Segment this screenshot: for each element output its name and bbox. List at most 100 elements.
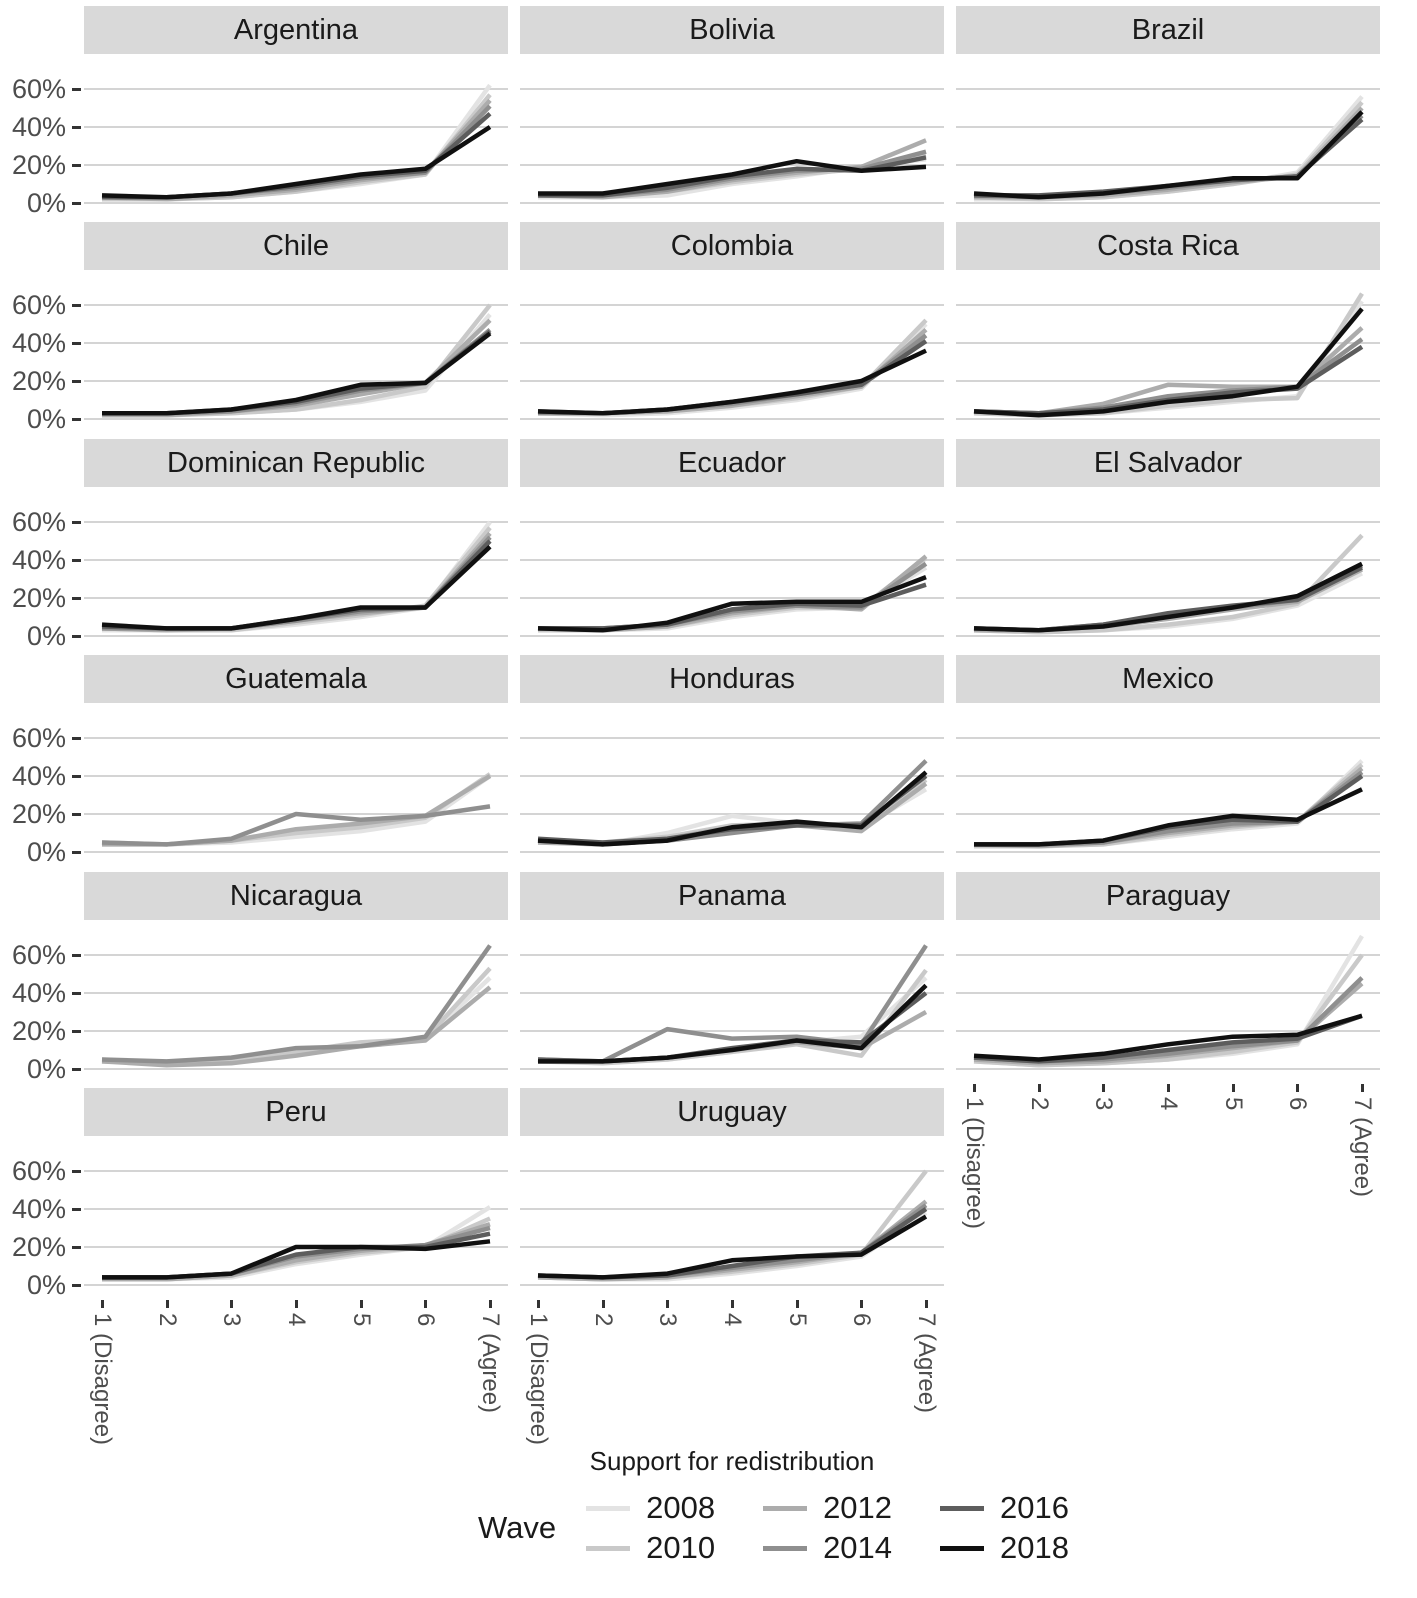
facet-peru: Peru bbox=[84, 1088, 508, 1297]
wave-line-2014 bbox=[101, 804, 491, 847]
y-tick-mark bbox=[72, 1284, 81, 1287]
facet-title: Panama bbox=[520, 872, 944, 920]
facet-title: Peru bbox=[84, 1088, 508, 1136]
y-tick-label: 40% bbox=[11, 545, 66, 575]
legend-item-2018: 2018 bbox=[940, 1528, 1069, 1568]
y-tick-label: 20% bbox=[11, 799, 66, 829]
x-tick-mark bbox=[165, 1300, 169, 1308]
facet-nicaragua: Nicaragua bbox=[84, 872, 508, 1081]
facet-title: Bolivia bbox=[520, 6, 944, 54]
x-tick-mark bbox=[359, 1300, 363, 1308]
facet-ecuador: Ecuador bbox=[520, 439, 944, 648]
facet-panel bbox=[956, 703, 1380, 864]
facet-dominican-republic: Dominican Republic bbox=[84, 439, 508, 648]
y-tick-label: 40% bbox=[11, 328, 66, 358]
legend-swatch-2008 bbox=[586, 1505, 631, 1511]
legend-label: 2010 bbox=[646, 1530, 716, 1565]
wave-line-2018 bbox=[537, 770, 928, 847]
x-tick-label: 7 (Agree) bbox=[477, 1313, 504, 1414]
y-tick-label: 0% bbox=[26, 837, 66, 867]
legend-label: 2016 bbox=[1000, 1490, 1069, 1525]
legend: Wave 2008 2010 2012 2014 2016 2018 bbox=[0, 1488, 1417, 1568]
y-tick-label: 60% bbox=[11, 940, 66, 970]
facet-title: Nicaragua bbox=[84, 872, 508, 920]
y-tick-mark bbox=[72, 1068, 81, 1071]
y-tick-label: 0% bbox=[26, 621, 66, 651]
facet-bolivia: Bolivia bbox=[520, 6, 944, 215]
x-tick-mark bbox=[666, 1300, 670, 1308]
wave-line-2010 bbox=[538, 318, 928, 416]
y-tick-mark bbox=[72, 597, 81, 600]
x-tick-label: 6 bbox=[1284, 1097, 1312, 1111]
wave-line-2012 bbox=[974, 567, 1364, 633]
y-tick-mark bbox=[72, 635, 81, 638]
y-tick-label: 60% bbox=[11, 507, 66, 537]
wave-line-2016 bbox=[102, 1231, 491, 1280]
legend-label: 2008 bbox=[646, 1490, 716, 1525]
y-tick-label: 60% bbox=[11, 1156, 66, 1186]
facet-panel bbox=[520, 54, 944, 215]
wave-line-2018 bbox=[101, 125, 492, 200]
wave-line-2008 bbox=[102, 520, 492, 633]
x-tick-label: 4 bbox=[1155, 1097, 1182, 1111]
y-tick-label: 20% bbox=[11, 366, 66, 396]
wave-line-2018 bbox=[973, 307, 1364, 418]
y-tick-label: 20% bbox=[11, 583, 66, 613]
wave-line-2012 bbox=[101, 985, 492, 1068]
x-tick-mark bbox=[230, 1300, 234, 1308]
legend-swatch-2018 bbox=[940, 1545, 985, 1551]
x-tick-label: 5 bbox=[1219, 1097, 1247, 1111]
facet-title: Dominican Republic bbox=[84, 439, 508, 487]
facet-chile: Chile bbox=[84, 222, 508, 431]
y-tick-mark bbox=[72, 1208, 81, 1211]
y-tick-mark bbox=[72, 775, 81, 778]
legend-item-2014: 2014 bbox=[763, 1528, 892, 1568]
x-tick-mark bbox=[795, 1300, 799, 1308]
y-tick-label: 60% bbox=[11, 723, 66, 753]
facet-mexico: Mexico bbox=[956, 655, 1380, 864]
wave-line-2012 bbox=[102, 1222, 491, 1282]
facet-title: Mexico bbox=[956, 655, 1380, 703]
y-tick-mark bbox=[72, 342, 81, 345]
facet-panel bbox=[956, 270, 1380, 431]
wave-line-2018 bbox=[538, 158, 927, 196]
facet-title: Ecuador bbox=[520, 439, 944, 487]
x-tick-label: 4 bbox=[283, 1313, 310, 1327]
facet-panel bbox=[84, 703, 508, 864]
y-tick-mark bbox=[72, 1030, 81, 1033]
facet-panel bbox=[520, 270, 944, 431]
x-tick-mark bbox=[489, 1300, 492, 1308]
x-tick-label: 3 bbox=[1090, 1097, 1118, 1111]
x-tick-mark bbox=[1361, 1084, 1364, 1092]
facet-panel bbox=[84, 920, 508, 1081]
facet-costa-rica: Costa Rica bbox=[956, 222, 1380, 431]
facet-panel bbox=[520, 1136, 944, 1297]
x-tick-mark bbox=[860, 1300, 864, 1308]
y-tick-mark bbox=[72, 304, 81, 307]
x-tick-label: 3 bbox=[654, 1313, 682, 1327]
x-tick-label: 1 (Disagree) bbox=[89, 1313, 116, 1446]
wave-line-2010 bbox=[538, 556, 928, 633]
y-tick-label: 60% bbox=[11, 74, 66, 104]
legend-item-2008: 2008 bbox=[586, 1488, 715, 1528]
y-tick-label: 0% bbox=[26, 1054, 66, 1084]
legend-label: 2014 bbox=[823, 1530, 893, 1565]
y-tick-mark bbox=[72, 1170, 81, 1173]
facet-title: Chile bbox=[84, 222, 508, 270]
wave-line-2010 bbox=[101, 526, 492, 633]
x-tick-label: 6 bbox=[412, 1313, 440, 1327]
legend-item-2012: 2012 bbox=[763, 1488, 892, 1528]
wave-line-2018 bbox=[974, 787, 1363, 847]
wave-line-2012 bbox=[973, 766, 1364, 849]
x-tick-mark bbox=[101, 1300, 104, 1308]
x-tick-label: 6 bbox=[848, 1313, 876, 1327]
y-tick-mark bbox=[72, 126, 81, 129]
legend-label: 2018 bbox=[1000, 1530, 1069, 1565]
legend-swatch-2016 bbox=[940, 1505, 985, 1511]
x-tick-mark bbox=[1102, 1084, 1106, 1092]
facet-panel bbox=[84, 1136, 508, 1297]
legend-swatch-2014 bbox=[763, 1545, 808, 1551]
facet-panel bbox=[84, 270, 508, 431]
y-tick-label: 0% bbox=[26, 1270, 66, 1300]
